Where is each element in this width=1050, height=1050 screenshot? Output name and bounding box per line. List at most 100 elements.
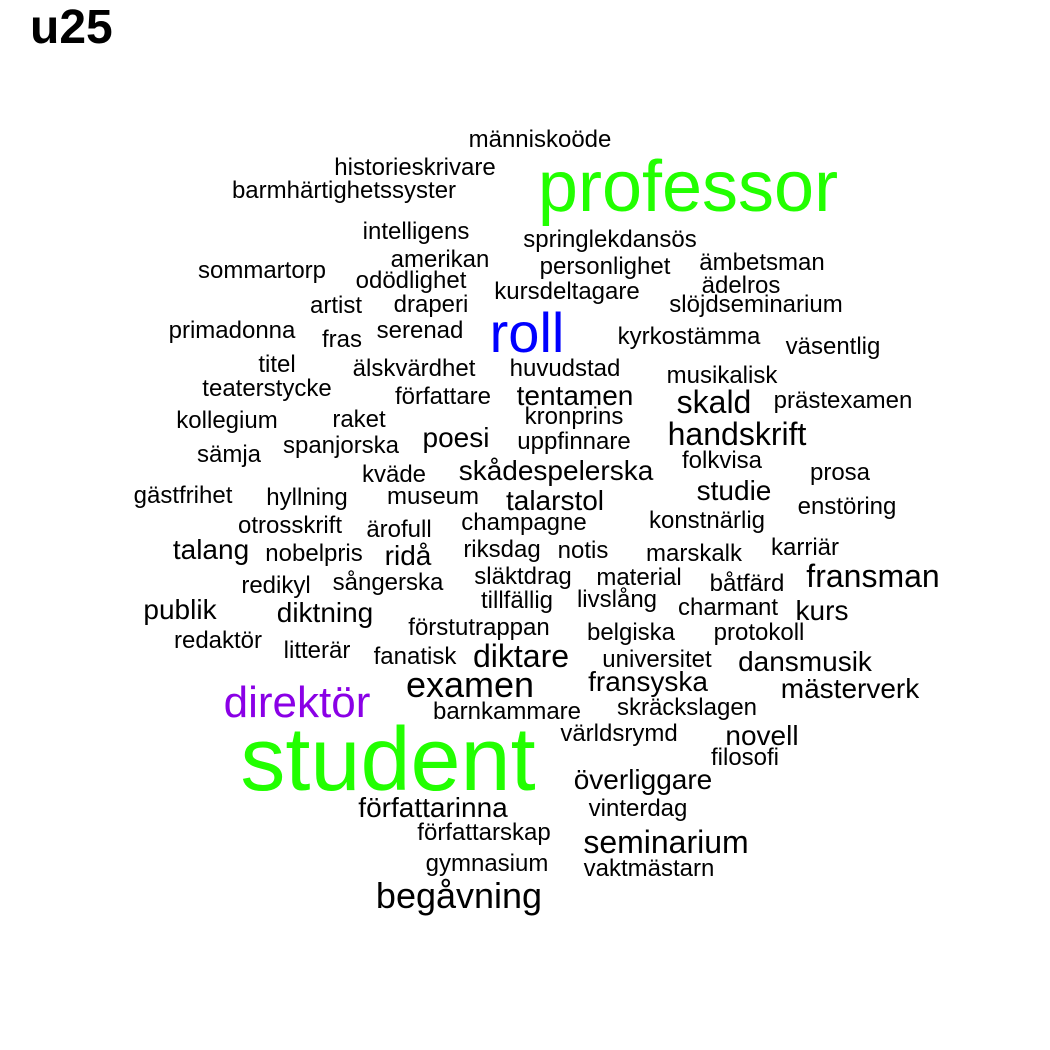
word-kyrkostämma: kyrkostämma: [617, 323, 761, 350]
word-litterär: litterär: [283, 637, 351, 664]
word-väsentlig: väsentlig: [785, 333, 881, 360]
word-barmhärtighetssyster: barmhärtighetssyster: [231, 177, 457, 204]
word-konstnärlig: konstnärlig: [648, 507, 766, 534]
word-slöjdseminarium: slöjdseminarium: [669, 291, 843, 318]
word-författarskap: författarskap: [417, 819, 551, 846]
word-släktdrag: släktdrag: [474, 563, 572, 590]
word-raket: raket: [332, 406, 386, 433]
word-fanatisk: fanatisk: [373, 643, 457, 670]
word-otrosskrift: otrosskrift: [237, 512, 343, 539]
word-nobelpris: nobelpris: [265, 540, 363, 567]
word-poesi: poesi: [422, 422, 490, 453]
page-title: u25: [30, 1, 113, 54]
word-ämbetsman: ämbetsman: [699, 249, 825, 276]
word-författarinna: författarinna: [358, 792, 508, 823]
word-talarstol: talarstol: [505, 485, 605, 516]
word-uppfinnare: uppfinnare: [517, 428, 631, 455]
word-historieskrivare: historieskrivare: [334, 154, 496, 181]
word-livslång: livslång: [576, 586, 658, 613]
word-diktning: diktning: [276, 597, 374, 628]
word-titel: titel: [258, 351, 296, 378]
word-vinterdag: vinterdag: [588, 795, 688, 822]
word-champagne: champagne: [461, 509, 587, 536]
word-älskvärdhet: älskvärdhet: [352, 355, 476, 382]
word-prosa: prosa: [809, 459, 871, 486]
word-student: student: [240, 710, 536, 810]
word-redaktör: redaktör: [173, 627, 263, 654]
word-kursdeltagare: kursdeltagare: [494, 278, 640, 305]
word-amerikan: amerikan: [390, 246, 490, 273]
word-enstöring: enstöring: [797, 493, 897, 520]
word-universitet: universitet: [602, 646, 712, 673]
word-personlighet: personlighet: [539, 253, 671, 280]
word-direktör: direktör: [223, 678, 371, 727]
word-odödlighet: odödlighet: [355, 267, 467, 294]
word-artist: artist: [309, 292, 363, 319]
word-draperi: draperi: [393, 291, 469, 318]
word-fransyska: fransyska: [588, 666, 708, 697]
word-musikalisk: musikalisk: [666, 362, 778, 389]
word-novell: novell: [725, 720, 799, 751]
word-material: material: [596, 564, 682, 591]
word-karriär: karriär: [770, 534, 840, 561]
word-sämja: sämja: [196, 441, 262, 468]
word-diktare: diktare: [472, 638, 570, 674]
word-professor: professor: [537, 147, 839, 227]
word-barnkammare: barnkammare: [432, 698, 582, 725]
word-notis: notis: [557, 537, 609, 564]
word-världsrymd: världsrymd: [560, 720, 678, 747]
word-marskalk: marskalk: [645, 540, 743, 567]
word-huvudstad: huvudstad: [509, 355, 621, 382]
word-fras: fras: [321, 326, 363, 353]
word-publik: publik: [143, 594, 217, 625]
word-kväde: kväde: [361, 461, 427, 488]
word-prästexamen: prästexamen: [773, 387, 913, 414]
word-primadonna: primadonna: [168, 317, 296, 344]
word-folkvisa: folkvisa: [681, 447, 763, 474]
word-överliggare: överliggare: [573, 764, 713, 795]
word-gymnasium: gymnasium: [425, 850, 549, 877]
word-sommartorp: sommartorp: [197, 257, 327, 284]
word-roll: roll: [489, 301, 565, 364]
word-ridå: ridå: [384, 540, 432, 571]
word-intelligens: intelligens: [362, 218, 470, 245]
word-tentamen: tentamen: [516, 380, 634, 411]
word-skådespelerska: skådespelerska: [458, 455, 654, 486]
word-gästfrihet: gästfrihet: [133, 482, 233, 509]
word-serenad: serenad: [376, 317, 464, 344]
word-förstutrappan: förstutrappan: [408, 614, 550, 641]
word-riksdag: riksdag: [463, 536, 541, 563]
word-kurs: kurs: [795, 595, 849, 626]
word-författare: författare: [394, 383, 492, 410]
word-springlekdansös: springlekdansös: [523, 226, 697, 253]
word-begåvning: begåvning: [375, 875, 543, 916]
word-dansmusik: dansmusik: [738, 646, 872, 677]
word-tillfällig: tillfällig: [480, 587, 554, 614]
word-protokoll: protokoll: [713, 619, 805, 646]
word-examen: examen: [405, 664, 535, 705]
word-charmant: charmant: [677, 594, 779, 621]
word-talang: talang: [172, 534, 250, 565]
word-kronprins: kronprins: [524, 403, 624, 430]
word-seminarium: seminarium: [583, 824, 749, 860]
word-museum: museum: [386, 483, 480, 510]
word-skald: skald: [676, 384, 752, 420]
word-studie: studie: [696, 475, 772, 506]
word-båtfärd: båtfärd: [709, 570, 785, 597]
word-filosofi: filosofi: [710, 744, 780, 771]
word-teaterstycke: teaterstycke: [202, 375, 332, 402]
word-spanjorska: spanjorska: [282, 432, 400, 459]
word-skräckslagen: skräckslagen: [616, 694, 758, 721]
word-ärofull: ärofull: [366, 516, 432, 543]
word-ädelros: ädelros: [701, 272, 781, 299]
word-belgiska: belgiska: [586, 619, 676, 646]
word-handskrift: handskrift: [667, 416, 807, 452]
word-sångerska: sångerska: [332, 569, 444, 596]
word-fransman: fransman: [806, 558, 940, 594]
word-hyllning: hyllning: [266, 484, 348, 511]
word-människoöde: människoöde: [468, 126, 612, 153]
word-vaktmästarn: vaktmästarn: [583, 855, 715, 882]
word-redikyl: redikyl: [241, 572, 311, 599]
word-mästerverk: mästerverk: [780, 673, 920, 704]
